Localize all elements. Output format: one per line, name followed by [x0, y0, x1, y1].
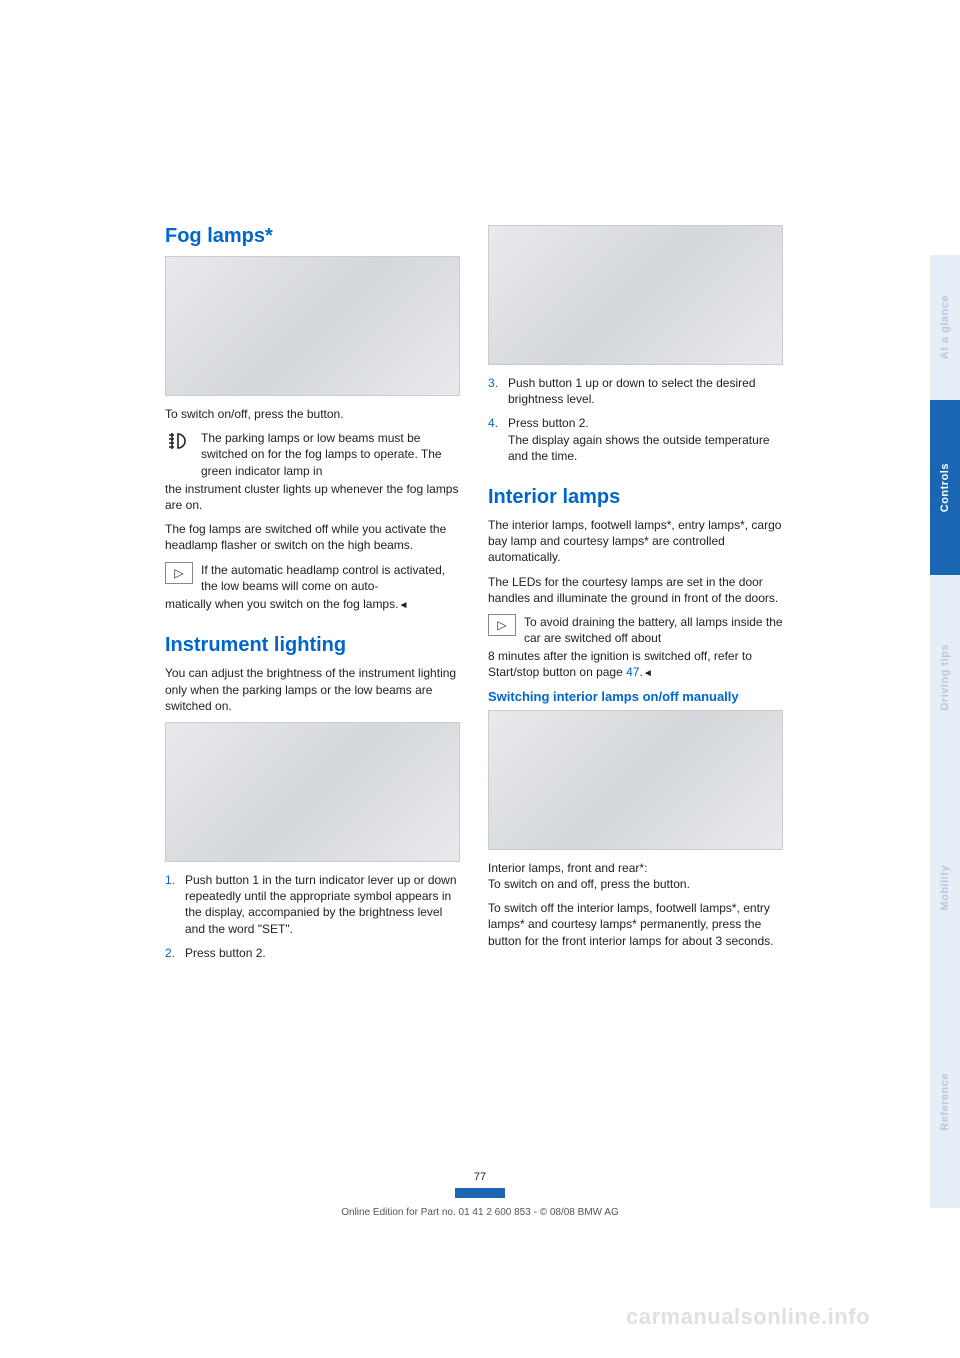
end-marker-icon — [643, 665, 653, 679]
content-area: Fog lamps* To switch on/off, press the b… — [165, 225, 785, 1225]
page-number-bar — [455, 1188, 505, 1198]
fog-lamp-icon — [165, 430, 193, 452]
body-text: matically when you switch on the fog lam… — [165, 597, 398, 611]
tab-label: Reference — [939, 1073, 951, 1131]
note-icon: ▷ — [488, 614, 516, 636]
body-text: To switch off the interior lamps, footwe… — [488, 900, 783, 949]
tab-label: Mobility — [939, 865, 951, 911]
body-text: The interior lamps, footwell lamps*, ent… — [488, 517, 783, 566]
list-item: Push button 1 in the turn indicator leve… — [165, 872, 460, 937]
heading-instrument-lighting: Instrument lighting — [165, 634, 460, 657]
page-footer: 77 Online Edition for Part no. 01 41 2 6… — [0, 1171, 960, 1218]
tab-label: At a glance — [939, 295, 951, 359]
body-text: To avoid draining the battery, all lamps… — [524, 614, 783, 646]
heading-interior-lamps: Interior lamps — [488, 486, 783, 509]
body-text: Interior lamps, front and rear*: To swit… — [488, 860, 783, 892]
side-tabs: At a glance Controls Driving tips Mobili… — [930, 0, 960, 1358]
note-icon: ▷ — [165, 562, 193, 584]
ordered-list: Push button 1 in the turn indicator leve… — [165, 872, 460, 969]
body-text: You can adjust the brightness of the ins… — [165, 665, 460, 714]
body-text: 8 minutes after the ignition is switched… — [488, 649, 752, 679]
tab-controls[interactable]: Controls — [930, 400, 960, 575]
heading-switching-manually: Switching interior lamps on/off manually — [488, 689, 783, 706]
edition-line: Online Edition for Part no. 01 41 2 600 … — [0, 1207, 960, 1218]
list-item: Press button 2. The display again shows … — [488, 415, 783, 464]
tab-mobility[interactable]: Mobility — [930, 780, 960, 995]
figure-interior-lamp-console — [488, 710, 783, 850]
body-text: The fog lamps are switched off while you… — [165, 521, 460, 553]
heading-fog-lamps: Fog lamps* — [165, 225, 460, 248]
page-link-47[interactable]: 47 — [626, 665, 639, 679]
left-column: Fog lamps* To switch on/off, press the b… — [165, 225, 460, 1225]
note-battery-drain: ▷ To avoid draining the battery, all lam… — [488, 614, 783, 646]
ordered-list: Push button 1 up or down to select the d… — [488, 375, 783, 472]
figure-brightness-min-max — [488, 225, 783, 365]
body-text: The display again shows the outside temp… — [508, 433, 770, 463]
body-text: To switch on/off, press the button. — [165, 406, 460, 422]
page-number: 77 — [0, 1171, 960, 1183]
tab-label: Driving tips — [939, 644, 951, 711]
list-item: Press button 2. — [165, 945, 460, 961]
note-auto-headlamp: ▷ If the automatic headlamp control is a… — [165, 562, 460, 594]
right-column: Push button 1 up or down to select the d… — [488, 225, 783, 1225]
body-text: 8 minutes after the ignition is switched… — [488, 648, 783, 681]
body-text: The LEDs for the courtesy lamps are set … — [488, 574, 783, 606]
tab-at-a-glance[interactable]: At a glance — [930, 255, 960, 400]
body-text: the instrument cluster lights up wheneve… — [165, 481, 460, 513]
body-text: matically when you switch on the fog lam… — [165, 596, 460, 613]
body-text: The parking lamps or low beams must be s… — [201, 430, 460, 479]
tab-driving-tips[interactable]: Driving tips — [930, 575, 960, 780]
note-fog-indicator: The parking lamps or low beams must be s… — [165, 430, 460, 479]
watermark: carmanualsonline.info — [626, 1304, 870, 1330]
tab-label: Controls — [939, 463, 951, 512]
figure-fog-lamp-button — [165, 256, 460, 396]
body-text: If the automatic headlamp control is act… — [201, 562, 460, 594]
figure-instrument-lighting-set — [165, 722, 460, 862]
page-root: { "tabs": { "glance": { "label": "At a g… — [0, 0, 960, 1358]
list-item: Push button 1 up or down to select the d… — [488, 375, 783, 407]
body-text: Press button 2. — [508, 416, 589, 430]
end-marker-icon — [398, 597, 408, 611]
